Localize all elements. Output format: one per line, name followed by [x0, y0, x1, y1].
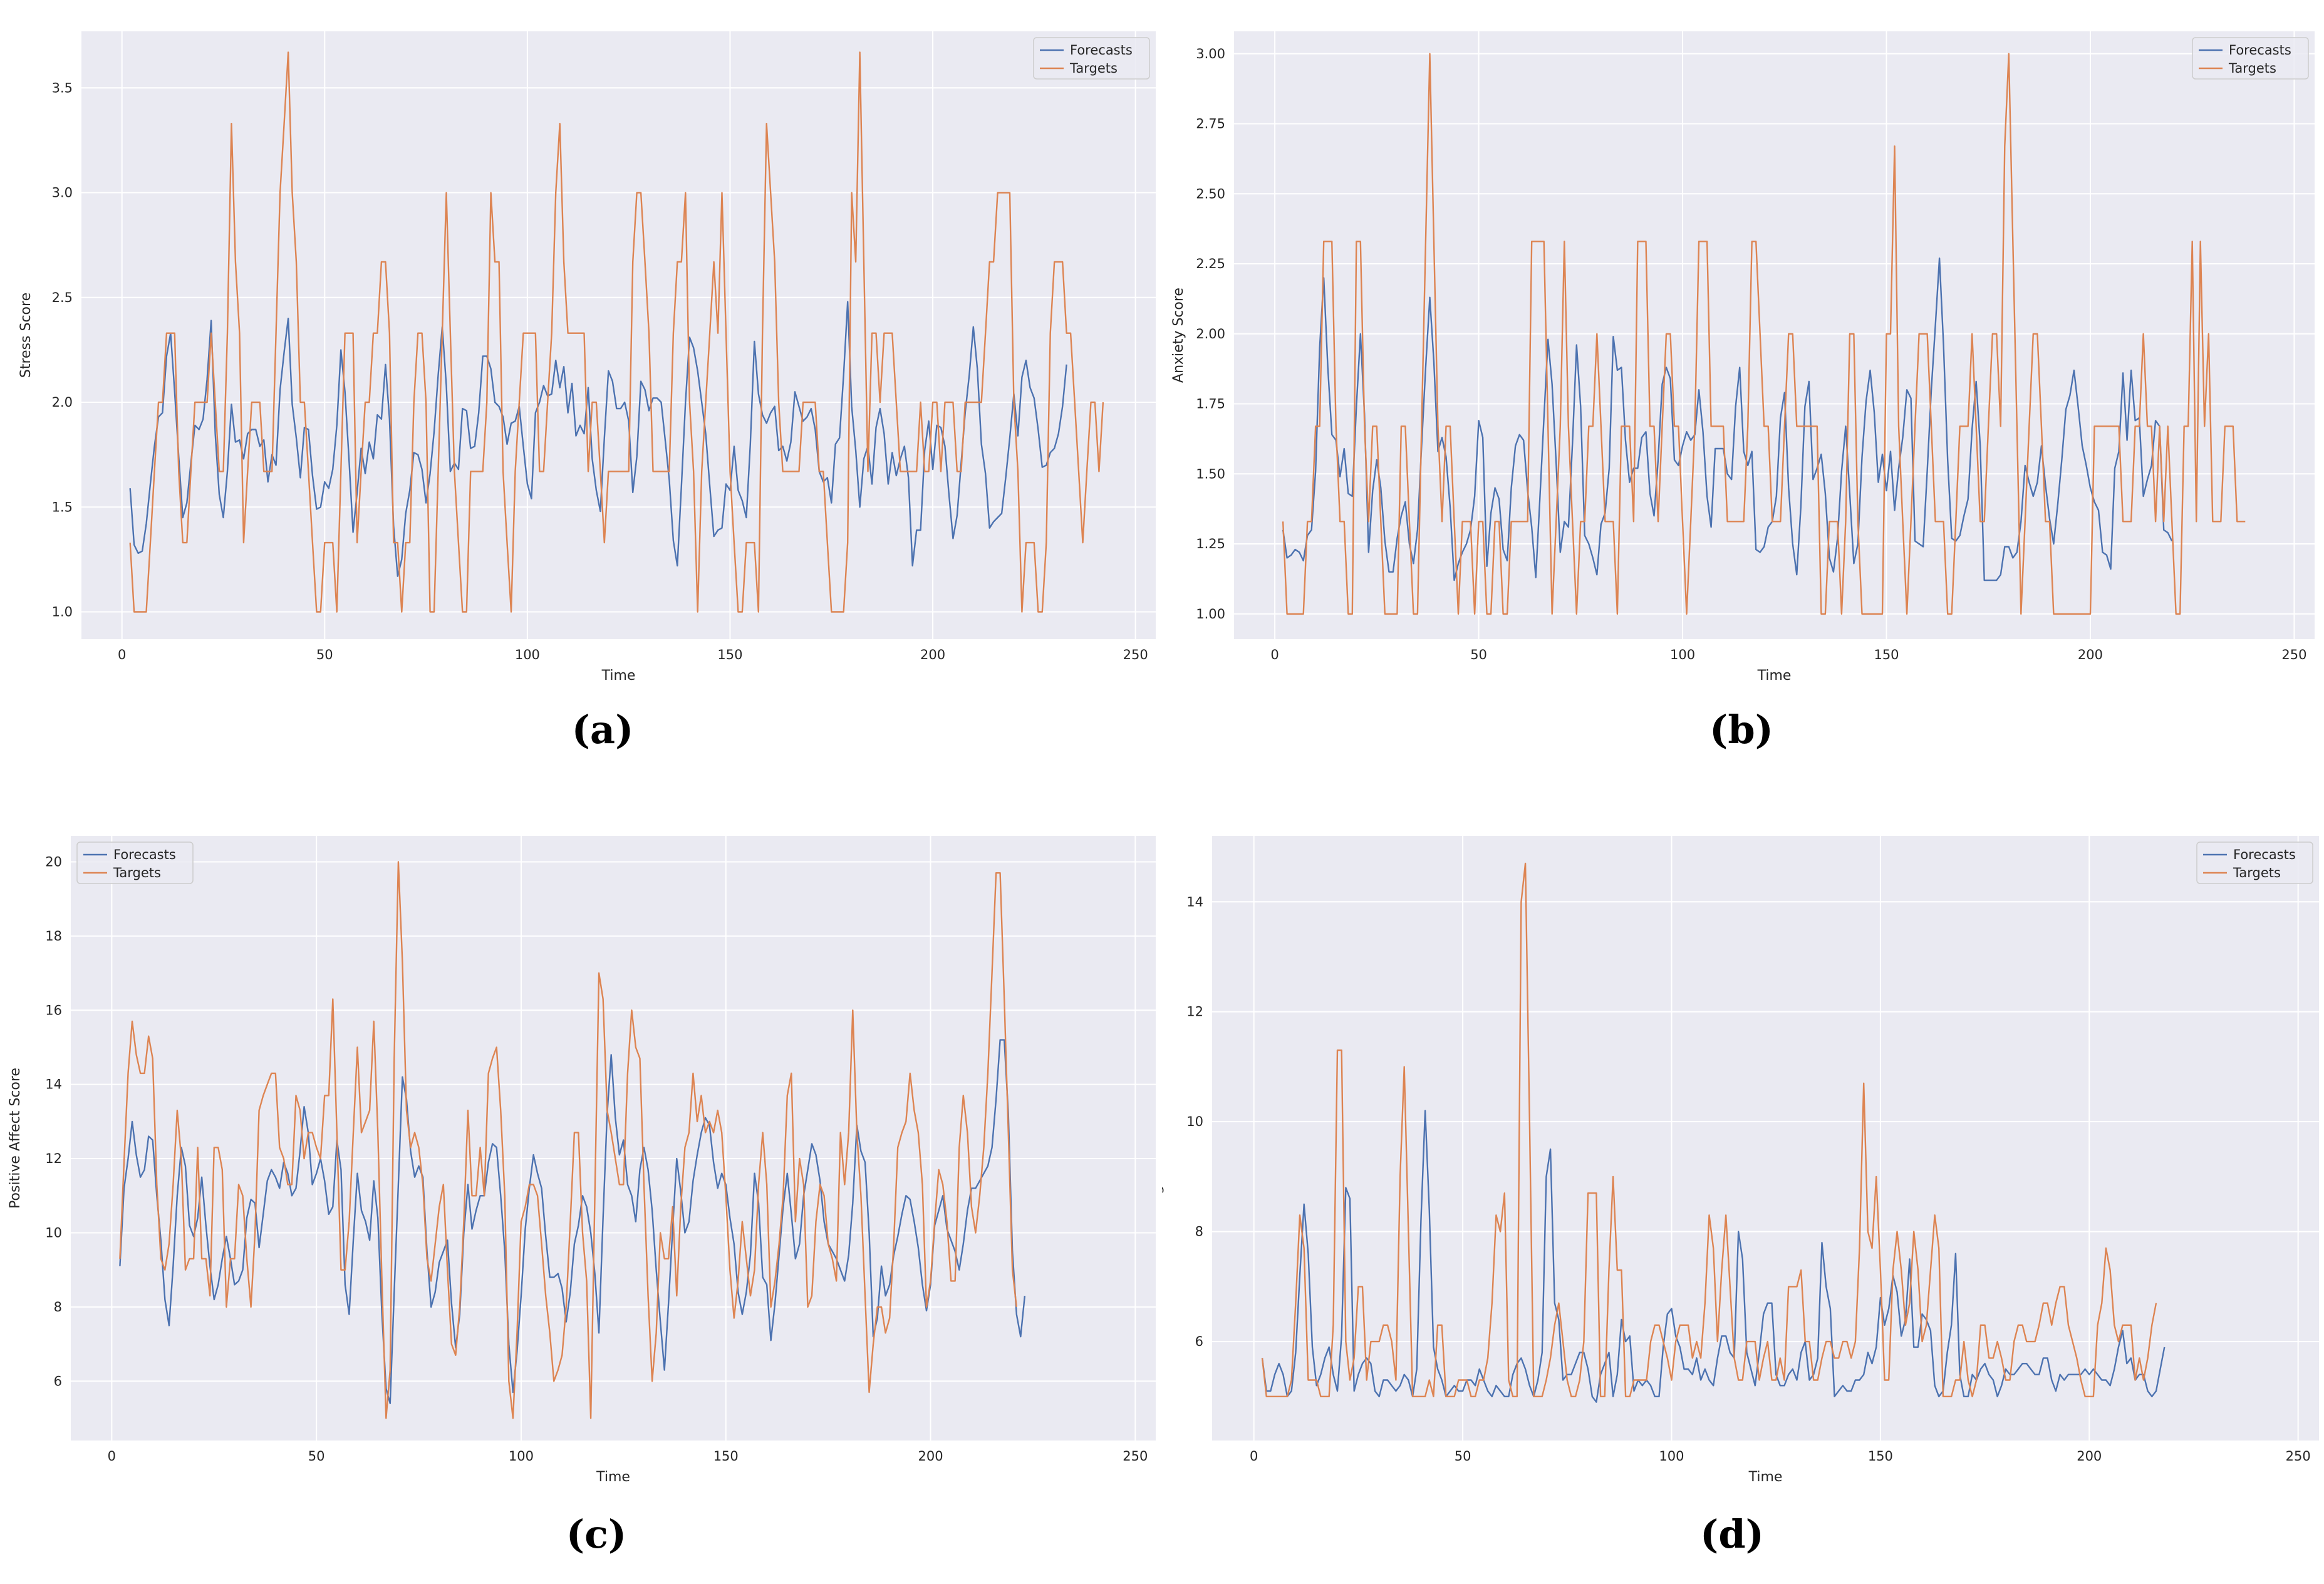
y-tick-label: 12	[45, 1151, 62, 1166]
y-tick-label: 20	[45, 854, 62, 869]
series-line-targets	[1282, 53, 2246, 615]
x-tick-label: 200	[918, 1449, 943, 1464]
x-tick-label: 150	[713, 1449, 739, 1464]
legend-label-targets: Targets	[2228, 61, 2276, 76]
y-tick-label: 1.50	[1196, 466, 1225, 481]
plot-area	[81, 31, 1156, 639]
y-tick-label: 6	[1195, 1334, 1203, 1349]
y-tick-label: 14	[1186, 894, 1203, 909]
y-tick-label: 1.0	[52, 605, 73, 620]
plot-area	[1234, 31, 2315, 639]
x-tick-label: 0	[108, 1449, 116, 1464]
legend-label-targets: Targets	[2233, 865, 2281, 880]
y-tick-label: 8	[1195, 1224, 1203, 1239]
legend: Forecasts Targets	[76, 842, 194, 884]
x-tick-label: 150	[717, 647, 742, 662]
x-tick-label: 100	[515, 647, 540, 662]
y-tick-label: 2.00	[1196, 326, 1225, 341]
x-axis-label: Time	[601, 668, 636, 684]
series-line-forecasts	[1282, 257, 2173, 581]
y-tick-label: 2.50	[1196, 186, 1225, 201]
x-tick-label: 50	[308, 1449, 325, 1464]
legend-label-forecasts: Forecasts	[1070, 43, 1133, 58]
x-tick-label: 250	[2281, 647, 2306, 662]
x-tick-label: 0	[1250, 1449, 1258, 1464]
x-tick-label: 250	[2286, 1449, 2311, 1464]
x-tick-label: 50	[1455, 1449, 1471, 1464]
caption-c: (c)	[566, 1511, 627, 1557]
x-tick-label: 50	[1470, 647, 1487, 662]
legend: Forecasts Targets	[1033, 37, 1150, 80]
y-axis-label: Anxiety Score	[1171, 288, 1186, 383]
y-tick-label: 8	[54, 1300, 62, 1315]
x-tick-label: 100	[1659, 1449, 1684, 1464]
series-line-targets	[129, 51, 1104, 613]
x-axis-label: Time	[596, 1469, 630, 1485]
chart-panel-d: 0 50 100 150 200 250 6 8 10 12 14 Time Negative Affe…	[1162, 836, 2319, 1485]
x-tick-label: 200	[920, 647, 945, 662]
y-tick-label: 2.75	[1196, 117, 1225, 132]
y-tick-label: 1.5	[52, 499, 73, 514]
legend: Forecasts Targets	[2196, 842, 2313, 884]
y-tick-label: 1.00	[1196, 607, 1225, 622]
y-tick-label: 1.75	[1196, 397, 1225, 412]
x-tick-label: 0	[118, 647, 126, 662]
y-tick-label: 16	[45, 1003, 62, 1018]
y-tick-label: 2.25	[1196, 256, 1225, 271]
y-axis-label: Stress Score	[18, 293, 34, 378]
x-tick-label: 100	[1670, 647, 1695, 662]
y-axis-label: Positive Affect Score	[8, 1068, 23, 1209]
x-tick-label: 200	[2077, 1449, 2102, 1464]
x-axis-label: Time	[1748, 1469, 1783, 1485]
y-tick-label: 12	[1186, 1004, 1203, 1019]
x-tick-label: 200	[2078, 647, 2103, 662]
y-axis-label: Negative Affect Score	[1162, 1063, 1165, 1213]
legend-label-targets: Targets	[1069, 61, 1118, 76]
y-tick-label: 6	[54, 1373, 62, 1389]
legend-label-forecasts: Forecasts	[113, 847, 176, 862]
series-line-forecasts	[129, 301, 1067, 577]
x-axis-label: Time	[1757, 668, 1792, 684]
y-tick-label: 10	[1186, 1114, 1203, 1129]
y-tick-label: 2.5	[52, 290, 73, 305]
legend-label-targets: Targets	[113, 865, 161, 880]
x-tick-label: 250	[1123, 647, 1148, 662]
x-tick-label: 250	[1123, 1449, 1148, 1464]
x-tick-label: 150	[1874, 647, 1899, 662]
y-tick-label: 14	[45, 1077, 62, 1092]
caption-d: (d)	[1699, 1511, 1765, 1557]
x-tick-label: 0	[1270, 647, 1279, 662]
x-tick-label: 150	[1868, 1449, 1893, 1464]
y-tick-label: 18	[45, 929, 62, 944]
caption-a: (a)	[571, 707, 634, 753]
legend-label-forecasts: Forecasts	[2229, 43, 2291, 58]
series-line-targets	[119, 861, 1017, 1419]
legend: Forecasts Targets	[2192, 37, 2309, 80]
caption-b: (b)	[1709, 707, 1774, 753]
legend-label-forecasts: Forecasts	[2233, 847, 2296, 862]
chart-panel-c: 0 50 100 150 200 250 6 8 10 12 14 16 18 20 Time Positiv…	[8, 836, 1156, 1485]
y-tick-label: 3.00	[1196, 46, 1225, 61]
y-tick-label: 3.5	[52, 80, 73, 95]
x-tick-label: 50	[316, 647, 333, 662]
series-line-targets	[1261, 862, 2157, 1397]
y-tick-label: 10	[45, 1225, 62, 1240]
chart-panel-b: 0 50 100 150 200 250 1.00 1.25 1.50 1.75 2.00 2.25 2…	[1171, 31, 2315, 684]
y-tick-label: 1.25	[1196, 536, 1225, 551]
y-tick-label: 3.0	[52, 185, 73, 201]
chart-panel-a: 0 50 100 150 200 250 1.0 1.5 2.0 2.5 3.0 3.5 Time Str…	[18, 31, 1156, 684]
y-tick-label: 2.0	[52, 395, 73, 410]
x-tick-label: 100	[509, 1449, 534, 1464]
